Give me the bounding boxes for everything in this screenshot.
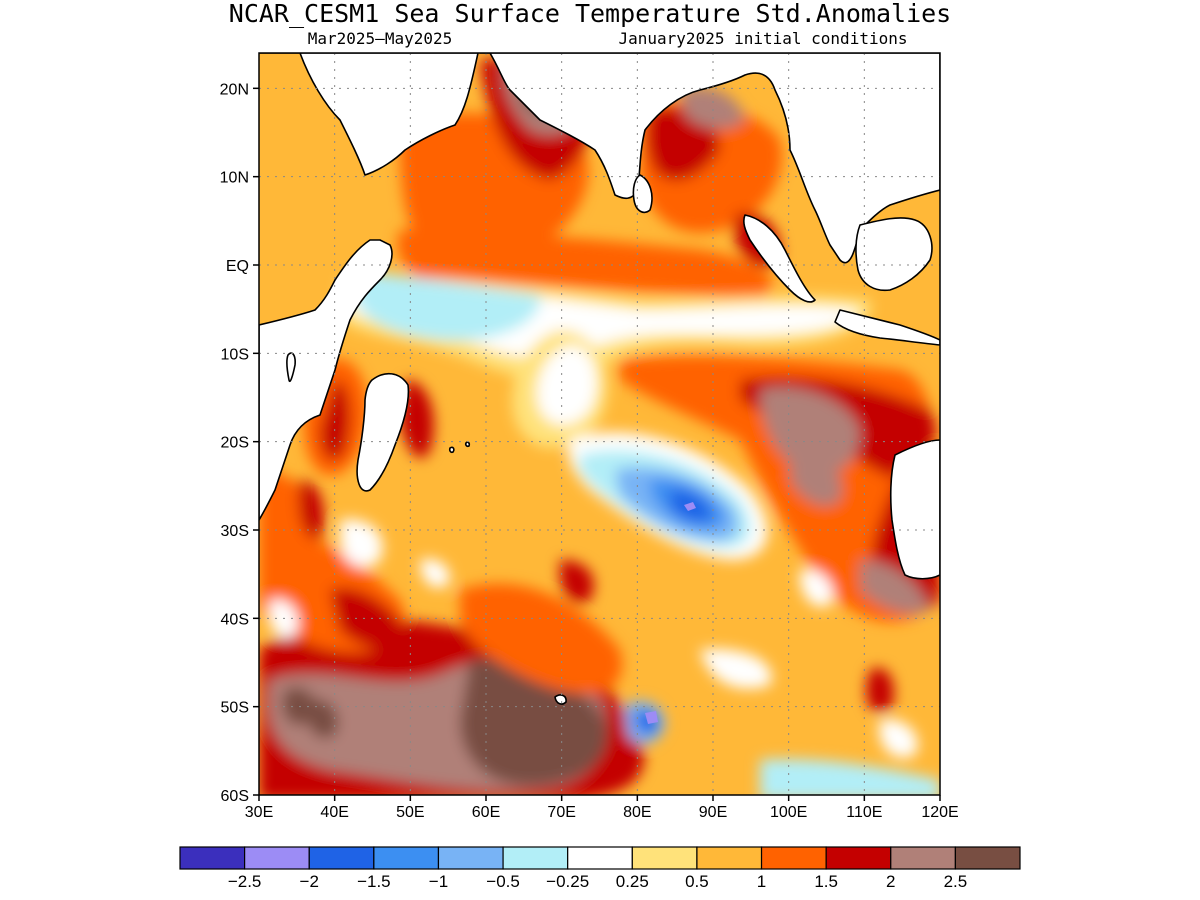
colorbar-swatch (373, 846, 440, 870)
lon-tick-label: 90E (699, 804, 727, 821)
colorbar-label: 0.5 (685, 872, 709, 891)
lat-tick-label: 20S (221, 435, 249, 452)
colorbar-label: 1.5 (814, 872, 838, 891)
colorbar-label: −2.5 (228, 872, 262, 891)
colorbar-swatch (308, 846, 375, 870)
anomaly-field (259, 53, 940, 795)
lat-tick-label: 50S (221, 700, 249, 717)
map-frame (258, 52, 941, 796)
lat-tick-label: 60S (221, 788, 249, 805)
colorbar-swatch (631, 846, 698, 870)
colorbar-swatch (760, 846, 827, 870)
longitude-axis: 30E 40E 50E 60E 70E 80E 90E 100E 110E 120E (245, 795, 959, 821)
colorbar-label: −1 (429, 872, 448, 891)
lat-tick-label: 10S (221, 346, 249, 363)
lat-tick-label: 20N (220, 81, 249, 98)
lon-tick-label: 30E (245, 804, 273, 821)
colorbar-label: −0.5 (486, 872, 520, 891)
latitude-axis: 20N 10N EQ 10S 20S 30S 40S 50S 60S (220, 81, 259, 805)
lon-tick-label: 110E (846, 804, 882, 821)
colorbar-swatch (567, 846, 633, 870)
map-gridlines (259, 53, 940, 795)
lon-tick-label: 70E (547, 804, 575, 821)
colorbar-label: −1.5 (357, 872, 391, 891)
map-title: NCAR_CESM1 Sea Surface Temperature Std.A… (229, 0, 951, 28)
colorbar-swatch (437, 846, 504, 870)
lon-tick-label: 40E (320, 804, 348, 821)
forecast-period: Mar2025–May2025 (308, 29, 453, 48)
lon-tick-label: 100E (770, 804, 807, 821)
colorbar: −2.5 −2 −1.5 −1 −0.5 −0.25 0.25 0.5 1 1.5 2 2.5 (179, 846, 1021, 891)
lon-tick-label: 80E (623, 804, 651, 821)
colorbar-swatch (954, 846, 1021, 870)
colorbar-label: −2 (300, 872, 319, 891)
lon-tick-label: 50E (396, 804, 424, 821)
colorbar-swatch (502, 846, 569, 870)
colorbar-label: 2 (886, 872, 895, 891)
colorbar-swatch (244, 846, 310, 870)
lat-tick-label: EQ (226, 258, 249, 275)
colorbar-label: 0.25 (616, 872, 649, 891)
colorbar-swatch (825, 846, 892, 870)
colorbar-label: −0.25 (546, 872, 589, 891)
colorbar-label: 2.5 (944, 872, 968, 891)
initial-conditions: January2025 initial conditions (619, 29, 908, 48)
colorbar-swatch (696, 846, 763, 870)
colorbar-swatch (890, 846, 956, 870)
lat-tick-label: 30S (221, 523, 249, 540)
lon-tick-label: 120E (921, 804, 958, 821)
lon-tick-label: 60E (472, 804, 500, 821)
colorbar-label: 1 (757, 872, 766, 891)
colorbar-swatch (179, 846, 246, 870)
lat-tick-label: 40S (221, 611, 249, 628)
lat-tick-label: 10N (220, 170, 249, 187)
